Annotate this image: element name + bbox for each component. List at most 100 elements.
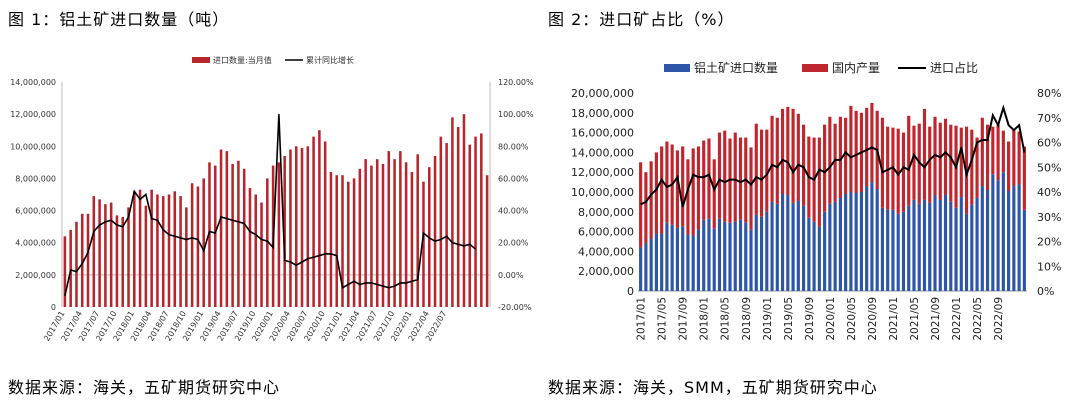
chart2-xtick: 2020/01 [825, 297, 837, 341]
chart2-bar-import [996, 180, 1000, 291]
chart2-ytick-right: 0% [1037, 285, 1054, 298]
chart2-ytick-right: 10% [1037, 260, 1061, 273]
chart2-bar-domestic [1022, 146, 1026, 210]
chart1-bar [179, 196, 182, 307]
chart2-bar-import [1017, 184, 1021, 291]
chart2-bar-domestic [780, 108, 785, 194]
chart1-legend-bar-label: 进口数量:当月值 [213, 55, 272, 65]
figure1-title: 图 1：铝土矿进口数量（吨） [8, 10, 230, 29]
chart1-bar [219, 149, 223, 307]
chart1-bar [352, 178, 356, 307]
chart2-bar-import [933, 194, 937, 291]
chart2-bar-domestic [907, 115, 911, 206]
chart1-bar [416, 154, 419, 307]
chart1-legend-bar-swatch [192, 57, 210, 63]
chart2-ytick-left: 14,000,000 [571, 146, 634, 159]
chart2-ytick-right: 60% [1037, 137, 1061, 150]
chart2-bar-import [928, 202, 932, 291]
chart2-legend-line-label: 进口占比 [930, 60, 978, 75]
chart2-ytick-right: 80% [1037, 87, 1061, 100]
chart2-xtick: 2017/05 [657, 297, 669, 341]
chart2-bar-import [754, 214, 758, 291]
chart2-bar-domestic [770, 115, 774, 202]
chart2-bar-domestic [912, 125, 916, 200]
chart1-ytick-left: 8,000,000 [15, 174, 56, 183]
chart2-bar-import [639, 247, 643, 291]
chart2-legend-import-label: 铝土矿进口数量 [694, 60, 778, 75]
chart2-bar-domestic [1012, 129, 1016, 187]
chart2-bar-import [807, 217, 811, 291]
chart2-bar-domestic [922, 108, 927, 200]
chart2-bar-import [970, 204, 974, 291]
chart2-bar-import [812, 221, 816, 291]
chart2-legend-domestic-label: 国内产量 [832, 61, 880, 75]
chart2-xtick: 2021/01 [888, 297, 900, 341]
chart2-bar-import [833, 201, 837, 291]
figure2-source: 数据来源：海关，SMM，五矿期货研究中心 [548, 378, 878, 397]
chart2-bar-domestic [901, 132, 906, 212]
chart2-bar-import [980, 186, 984, 291]
chart2-bar-import [975, 197, 979, 291]
chart2-bar-domestic [1017, 131, 1021, 185]
chart2-ytick-right: 40% [1037, 186, 1061, 199]
chart1-bar [329, 172, 333, 307]
chart2-ytick-right: 30% [1037, 211, 1061, 224]
chart1-bar [474, 136, 477, 307]
chart2-xtick: 2022/09 [993, 297, 1005, 341]
chart1-import-volume: 0 2,000,000 4,000,000 6,000,000 8,000,000 10,… [10, 55, 534, 343]
chart1-bar [341, 175, 344, 307]
chart2-bar-domestic [943, 118, 948, 195]
chart1-bar [161, 196, 165, 307]
chart2-bar-import [849, 192, 853, 291]
chart2-bar-domestic [702, 140, 706, 220]
chart2-bar-import [649, 238, 653, 291]
chart1-ytick-left: 6,000,000 [15, 207, 56, 216]
chart2-bar-domestic [865, 107, 869, 187]
chart2-bar-import [696, 229, 701, 291]
chart2-bar-import [954, 207, 958, 291]
chart2-bar-domestic [970, 129, 974, 205]
chart1-ytick-right: 60.00% [498, 174, 529, 183]
chart2-bar-domestic [854, 110, 858, 193]
chart1-bar [208, 162, 211, 307]
chart2-ytick-right: 20% [1037, 236, 1061, 249]
chart2-bar-import [886, 209, 890, 291]
chart2-ytick-left: 12,000,000 [571, 166, 634, 179]
chart2-bar-import [823, 211, 827, 291]
chart2-bar-domestic [791, 108, 795, 203]
chart1-bar [289, 149, 292, 307]
chart1-bar [393, 159, 396, 307]
chart2-bar-import [712, 228, 716, 291]
chart1-bar [410, 172, 414, 307]
chart2-bar-domestic [1001, 130, 1005, 173]
chart1-bar [185, 207, 188, 307]
chart2-bar-import [912, 199, 916, 291]
chart2-bar-domestic [838, 116, 842, 198]
chart2-bar-import [738, 219, 743, 291]
chart2-bar-domestic [654, 152, 658, 234]
chart1-bar [294, 146, 298, 307]
chart2-bar-domestic [681, 146, 685, 227]
chart2-bar-import [938, 199, 942, 291]
chart2-bar-domestic [665, 141, 669, 223]
chart1-bar [98, 199, 101, 307]
chart1-bar [260, 202, 263, 307]
chart2-bar-import [786, 194, 790, 291]
chart1-bar [399, 151, 402, 307]
chart1-bar [133, 191, 136, 307]
chart2-xtick: 2018/09 [741, 297, 753, 341]
chart2-bar-import [1007, 191, 1011, 291]
chart1-bar [156, 194, 159, 307]
chart2-bar-import [870, 182, 874, 291]
chart2-bar-import [660, 233, 664, 291]
chart2-bar-domestic [733, 132, 737, 222]
chart1-bar [370, 165, 373, 307]
chart1-bar [242, 168, 246, 307]
chart1-bar [86, 213, 90, 307]
chart2-bar-import [665, 222, 669, 291]
chart2-ytick-right: 70% [1037, 112, 1061, 125]
chart2-xtick: 2022/05 [972, 297, 984, 341]
chart1-ytick-right: 80.00% [498, 142, 529, 151]
chart1-bar [318, 130, 321, 307]
chart2-bar-domestic [754, 123, 758, 215]
